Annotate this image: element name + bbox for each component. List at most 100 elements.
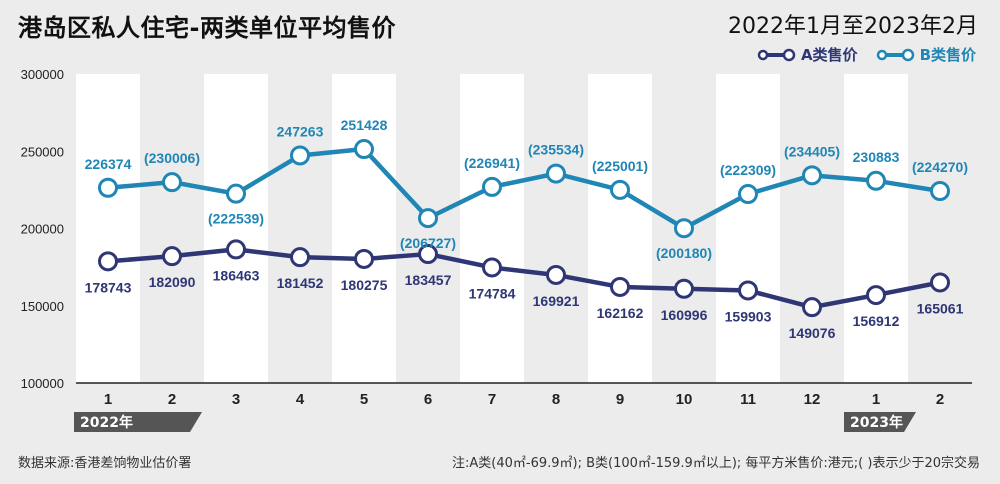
series-a-point: [546, 264, 566, 285]
series-b-data-label: 226374: [85, 156, 132, 172]
series-a-point: [930, 272, 950, 293]
series-b-data-label: 247263: [277, 123, 324, 139]
series-a-data-label: 159903: [725, 308, 772, 324]
year-tag: [74, 412, 202, 432]
data-source: 数据来源:香港差饷物业估价署: [18, 456, 192, 471]
series-b-point: [162, 172, 182, 193]
x-tick-label: 6: [424, 391, 432, 408]
x-tick-label: 3: [232, 391, 240, 408]
y-tick-label: 150000: [21, 299, 64, 314]
series-b-data-label: (230006): [144, 150, 200, 166]
x-tick-label: 1: [872, 391, 880, 408]
y-tick-label: 300000: [21, 67, 64, 82]
series-b-point: [674, 218, 694, 239]
legend-swatch-b: [876, 48, 914, 61]
series-b-data-label: (234405): [784, 143, 840, 159]
series-a-point: [354, 248, 374, 269]
series-a-point: [226, 239, 246, 260]
series-a-point: [98, 251, 118, 272]
series-b-point: [866, 170, 886, 191]
series-b-point: [546, 163, 566, 184]
y-tick-label: 250000: [21, 144, 64, 159]
series-b-point: [290, 145, 310, 166]
series-a-data-label: 183457: [405, 272, 452, 288]
series-b-data-label: (235534): [528, 142, 584, 158]
series-a-point: [610, 276, 630, 297]
series-a-line: [107, 247, 941, 310]
x-tick-label: 2: [168, 391, 176, 408]
series-a-data-label: 182090: [149, 274, 196, 290]
column-band: [332, 74, 396, 383]
series-a-data-label: 165061: [917, 300, 964, 316]
x-tick-label: 8: [552, 391, 560, 408]
x-tick-label: 4: [296, 391, 305, 408]
series-b-point: [482, 176, 502, 197]
series-b-data-label: (224270): [912, 159, 968, 175]
x-tick-label: 5: [360, 391, 368, 408]
x-tick-label: 10: [676, 391, 693, 408]
footnote: 注:A类(40㎡-69.9㎡); B类(100㎡-159.9㎡以上); 每平方米…: [452, 456, 980, 471]
series-a-data-label: 178743: [85, 279, 132, 295]
series-a-point: [162, 246, 182, 267]
series-b-point: [226, 183, 246, 204]
series-b-data-label: 251428: [341, 117, 388, 133]
series-a-point: [802, 297, 822, 318]
series-b-point: [930, 181, 950, 202]
series-a-data-label: 162162: [597, 305, 644, 321]
series-a-data-label: 186463: [213, 267, 260, 283]
series-b-point: [354, 139, 374, 160]
series-b-data-label: (222539): [208, 211, 264, 227]
series-a-data-label: 180275: [341, 277, 388, 293]
legend-swatch-a: [757, 48, 796, 61]
year-tag-label: 2023年: [850, 414, 903, 431]
x-tick-label: 9: [616, 391, 624, 408]
legend: A类售价 B类售价: [757, 44, 976, 65]
series-a-data-label: 149076: [789, 325, 836, 341]
legend-label-a: A类售价: [800, 46, 858, 64]
x-tick-label: 2: [936, 391, 944, 408]
chart-period: 2022年1月至2023年2月: [728, 14, 978, 39]
series-a-data-label: 181452: [277, 275, 324, 291]
series-b-data-label: (225001): [592, 158, 648, 174]
series-b-point: [418, 208, 438, 229]
series-b-data-label: (226941): [464, 155, 520, 171]
series-b-point: [610, 179, 630, 200]
series-a-point: [866, 285, 886, 306]
series-a-point: [674, 278, 694, 299]
legend-item-a: A类售价: [757, 44, 858, 65]
chart-title: 港岛区私人住宅-两类单位平均售价: [18, 14, 396, 42]
series-b-line: [107, 146, 941, 231]
series-a-point: [738, 280, 758, 301]
series-b-point: [98, 177, 118, 198]
column-band: [716, 74, 780, 383]
series-a-data-label: 160996: [661, 307, 708, 323]
series-b-data-label: (222309): [720, 162, 776, 178]
series-a-data-label: 174784: [469, 285, 516, 301]
legend-label-b: B类售价: [919, 46, 976, 64]
series-b-data-label: (206727): [400, 235, 456, 251]
series-a-point: [482, 257, 502, 278]
column-band: [460, 74, 524, 383]
series-a-point: [418, 244, 438, 265]
y-tick-label: 200000: [21, 222, 64, 237]
x-tick-label: 12: [804, 391, 821, 408]
x-tick-label: 11: [740, 391, 756, 408]
column-band: [204, 74, 268, 383]
y-tick-label: 100000: [21, 376, 64, 391]
column-band: [76, 74, 140, 383]
series-b-point: [802, 165, 822, 186]
column-band: [844, 74, 908, 383]
series-b-data-label: 230883: [853, 149, 900, 165]
column-band: [588, 74, 652, 383]
series-b-data-label: (200180): [656, 245, 712, 261]
x-tick-label: 7: [488, 391, 496, 408]
year-tag: [844, 412, 916, 432]
x-tick-label: 1: [104, 391, 112, 408]
series-a-point: [290, 247, 310, 268]
legend-item-b: B类售价: [876, 44, 976, 65]
series-b-point: [738, 184, 758, 205]
series-a-data-label: 156912: [853, 313, 900, 329]
series-a-data-label: 169921: [533, 293, 580, 309]
year-tag-label: 2022年: [80, 414, 133, 431]
